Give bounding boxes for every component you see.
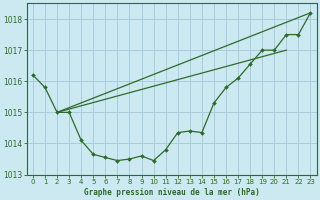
X-axis label: Graphe pression niveau de la mer (hPa): Graphe pression niveau de la mer (hPa) (84, 188, 260, 197)
